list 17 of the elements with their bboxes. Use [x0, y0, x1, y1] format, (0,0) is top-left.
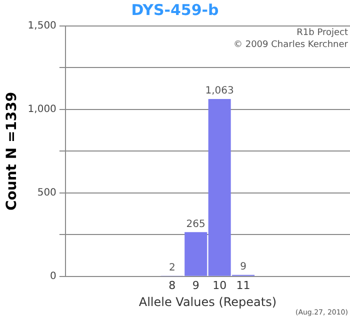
x-tick-label: 8: [168, 278, 176, 292]
x-tick-label: 11: [236, 278, 250, 292]
y-tick-label: 1,500: [28, 20, 56, 32]
annotation: © 2009 Charles Kerchner: [233, 40, 348, 50]
y-tick-label: 0: [50, 270, 56, 282]
data-label: 1,063: [205, 86, 234, 97]
y-axis-title: Count N =1339: [4, 92, 20, 211]
data-label: 2: [168, 262, 176, 274]
y-tick-label: 500: [37, 188, 56, 199]
y-tick-label: 1,000: [28, 104, 56, 116]
chart-title: DYS-459-b: [131, 0, 220, 19]
x-tick-label: 9: [192, 278, 200, 292]
x-tick-label: 10: [212, 278, 227, 292]
data-label: 9: [240, 261, 246, 272]
annotation: R1b Project: [296, 28, 348, 38]
data-label: 265: [186, 218, 206, 230]
x-axis-title: Allele Values (Repeats): [138, 294, 277, 309]
